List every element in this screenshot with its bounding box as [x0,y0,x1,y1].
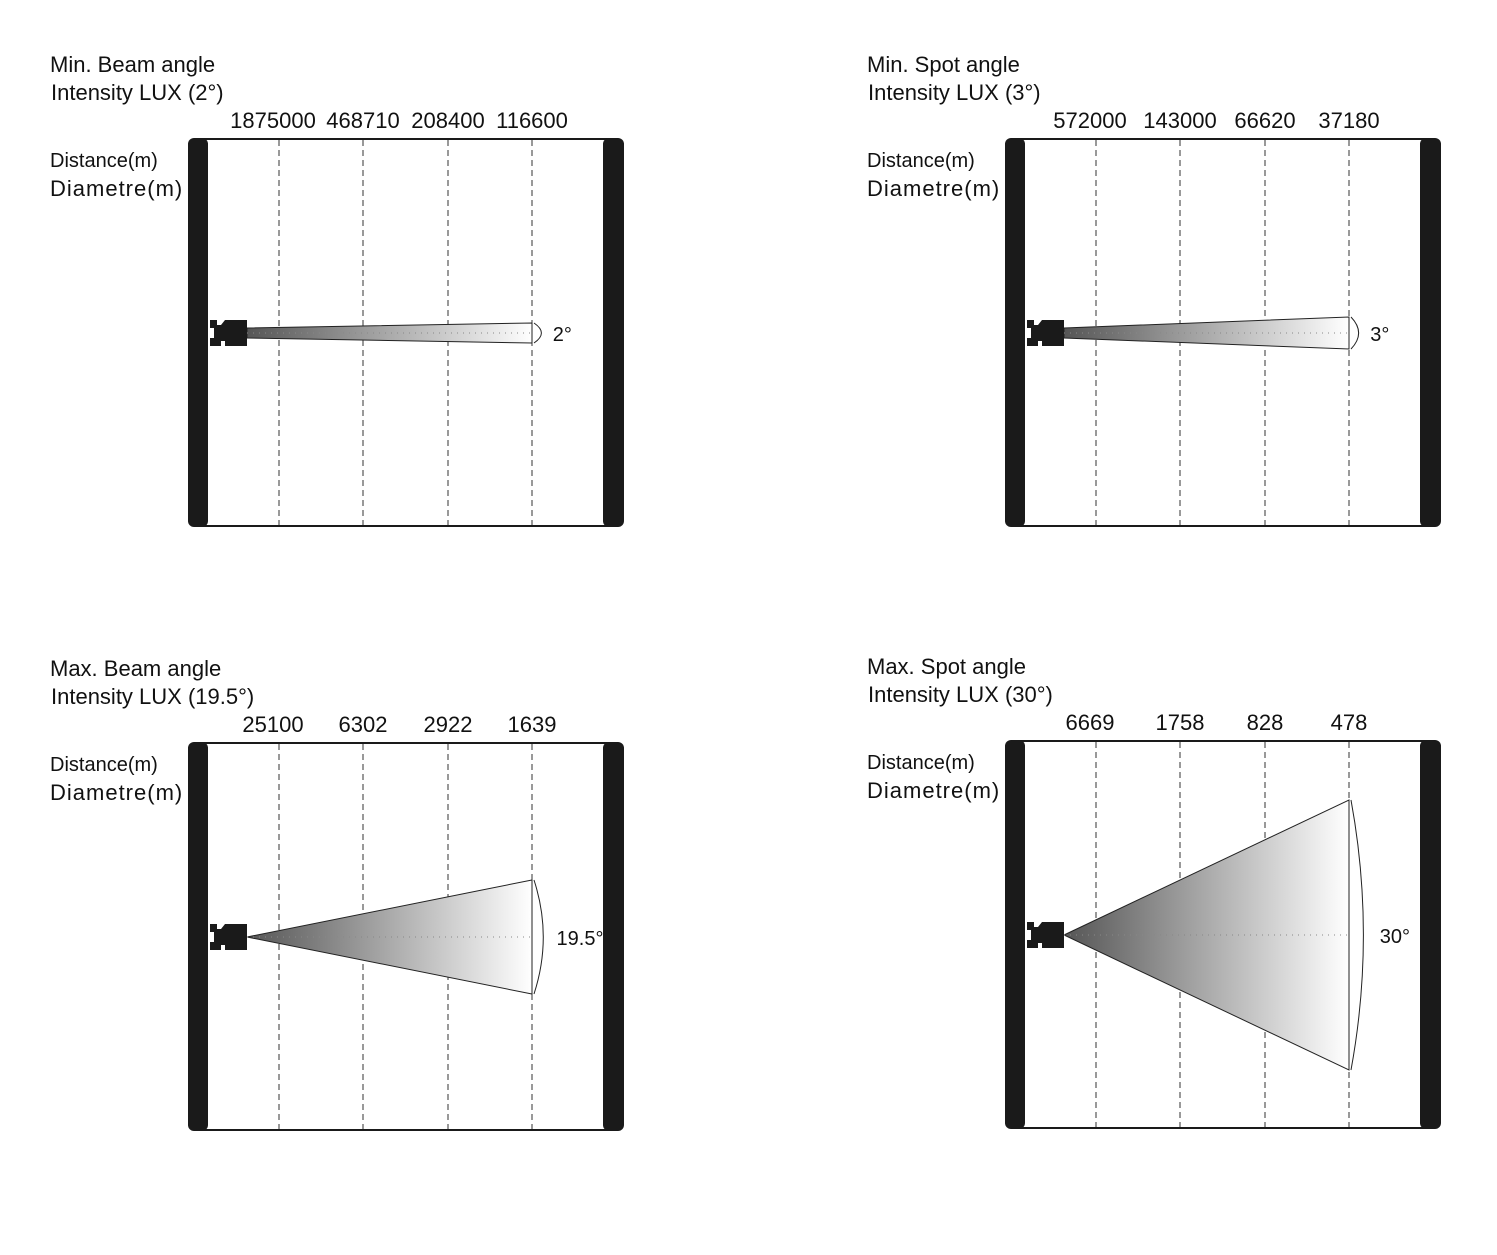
distance-label: Distance(m) [50,754,158,776]
distance-label: Distance(m) [50,150,158,172]
diameter-label: Diametre(m) [867,778,1001,803]
intensity-value: 116600 [496,108,568,133]
angle-arc [1350,799,1364,1071]
intensity-value: 572000 [1053,108,1127,133]
right-wall [1420,138,1441,527]
beam-diagram: 30° [1005,740,1441,1129]
intensity-value: 208400 [411,108,485,133]
diameter-label: Diametre(m) [867,176,1001,201]
fixture-icon [210,320,247,346]
right-wall [603,138,624,527]
beam-diagram: 2° [188,138,624,527]
fixture-icon [1027,320,1064,346]
panel-subtitle: Intensity LUX (3°) [868,80,1041,105]
angle-arc [533,879,544,995]
intensity-value: 478 [1330,710,1368,735]
fixture-icon [210,924,247,950]
intensity-value: 1758 [1155,710,1205,735]
intensity-value: 25100 [242,712,304,737]
light-beam [1062,799,1350,1071]
panel-subtitle: Intensity LUX (2°) [51,80,224,105]
left-wall [188,138,208,527]
fixture-icon [1027,922,1064,948]
angle-arc [1350,316,1360,350]
diameter-label: Diametre(m) [50,780,184,805]
diameter-label: Diametre(m) [50,176,184,201]
angle-label: 19.5° [557,928,604,950]
intensity-value: 828 [1246,710,1284,735]
angle-label: 3° [1370,324,1389,346]
panel-title: Min. Beam angle [50,52,216,77]
intensity-value: 6669 [1065,710,1115,735]
intensity-value: 468710 [326,108,400,133]
angle-arc [533,322,542,344]
intensity-value: 37180 [1318,108,1380,133]
left-wall [1005,740,1025,1129]
panel-subtitle: Intensity LUX (19.5°) [51,684,255,709]
distance-label: Distance(m) [867,150,975,172]
panel-title: Max. Beam angle [50,656,222,681]
panel-title: Min. Spot angle [867,52,1020,77]
panel-subtitle: Intensity LUX (30°) [868,682,1053,707]
panel-title: Max. Spot angle [867,654,1026,679]
right-wall [1420,740,1441,1129]
beam-diagram: 3° [1005,138,1441,527]
intensity-value: 2922 [423,712,473,737]
light-beam [246,879,533,995]
intensity-value: 143000 [1143,108,1217,133]
distance-label: Distance(m) [867,752,975,774]
left-wall [1005,138,1025,527]
angle-label: 2° [553,324,572,346]
right-wall [603,742,624,1131]
intensity-value: 1639 [507,712,557,737]
intensity-value: 6302 [338,712,388,737]
intensity-value: 66620 [1234,108,1296,133]
beam-diagram: 19.5° [188,742,624,1131]
angle-label: 30° [1380,926,1410,948]
intensity-value: 1875000 [230,108,316,133]
left-wall [188,742,208,1131]
